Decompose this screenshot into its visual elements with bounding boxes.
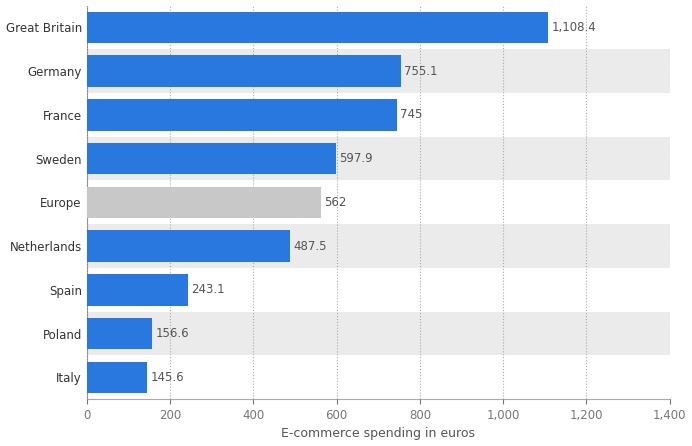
Bar (86, 318, 152, 349)
Bar (86, 93, 670, 137)
Text: 562: 562 (324, 196, 347, 209)
Bar (86, 312, 670, 355)
Text: 145.6: 145.6 (151, 371, 184, 384)
X-axis label: E-commerce spending in euros: E-commerce spending in euros (281, 427, 475, 441)
Bar (86, 186, 320, 218)
Text: 755.1: 755.1 (404, 65, 438, 78)
Bar (86, 99, 397, 131)
Bar (86, 268, 670, 312)
Bar (86, 137, 670, 181)
Text: 1,108.4: 1,108.4 (552, 21, 597, 34)
Text: 487.5: 487.5 (293, 240, 327, 252)
Text: 243.1: 243.1 (191, 283, 225, 296)
Bar (86, 12, 548, 43)
Bar (86, 230, 290, 262)
Bar (86, 5, 670, 50)
Bar (86, 362, 147, 393)
Bar (86, 143, 336, 174)
Bar (86, 274, 188, 306)
Bar (86, 181, 670, 224)
Text: 745: 745 (400, 108, 423, 121)
Bar (86, 355, 670, 399)
Text: 597.9: 597.9 (339, 152, 372, 165)
Text: 156.6: 156.6 (155, 327, 189, 340)
Bar (86, 50, 670, 93)
Bar (86, 55, 401, 87)
Bar (86, 224, 670, 268)
